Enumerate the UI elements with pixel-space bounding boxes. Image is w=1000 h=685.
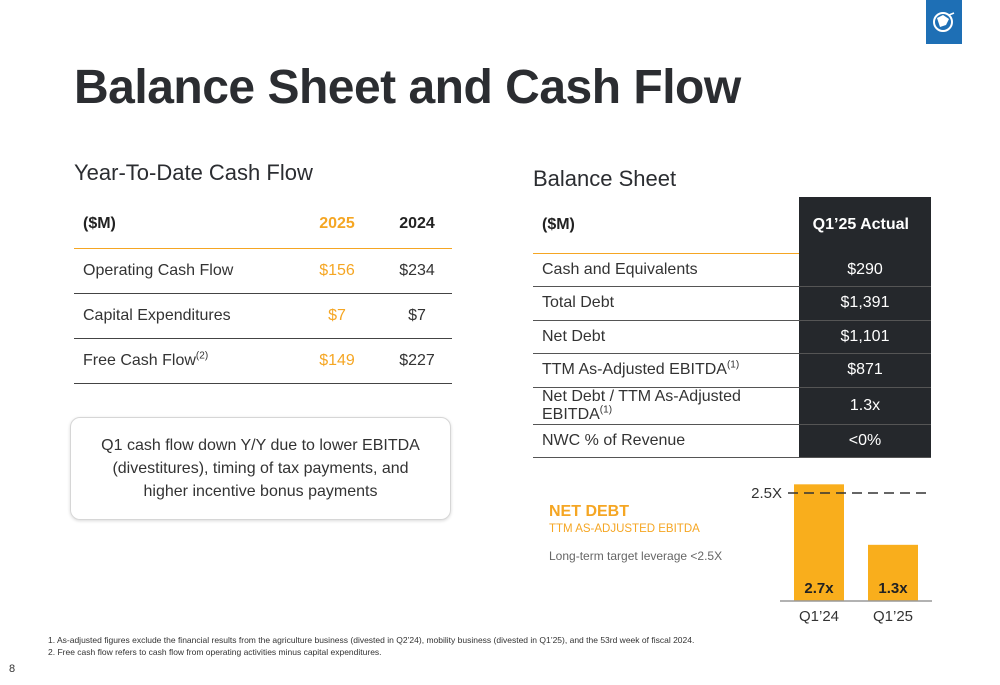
value-2025: $7 xyxy=(328,306,346,324)
row-label: Operating Cash Flow xyxy=(83,261,234,279)
balance-sheet-header-label: ($M) xyxy=(533,197,799,254)
row-value: $871 xyxy=(799,353,931,388)
value-2025: $156 xyxy=(319,261,355,279)
table-row: Net Debt / TTM As-Adjusted EBITDA(1) 1.3… xyxy=(533,387,931,425)
row-label: TTM As-Adjusted EBITDA(1) xyxy=(533,353,799,388)
page-title: Balance Sheet and Cash Flow xyxy=(74,61,741,114)
value-2025: $149 xyxy=(319,351,355,369)
balance-sheet-section-title: Balance Sheet xyxy=(533,166,677,191)
cash-flow-header-row: ($M) 2025 2024 xyxy=(74,200,452,248)
cash-flow-section-title: Year-To-Date Cash Flow xyxy=(74,160,313,185)
row-value: $1,101 xyxy=(799,320,931,354)
row-label: Free Cash Flow(2) xyxy=(83,350,209,369)
category-label: Q1’25 xyxy=(873,608,913,625)
company-logo xyxy=(926,0,962,44)
row-label: Total Debt xyxy=(533,286,799,321)
cash-flow-header-label: ($M) xyxy=(83,214,116,232)
balance-sheet-header-row: ($M) Q1’25 Actual xyxy=(533,197,931,254)
target-line-label: 2.5X xyxy=(751,485,782,502)
page-number: 8 xyxy=(9,663,16,675)
table-row: TTM As-Adjusted EBITDA(1) $871 xyxy=(533,353,931,388)
bar-value-label: 1.3x xyxy=(878,580,908,597)
globe-logo-icon xyxy=(933,12,955,32)
cash-flow-table: ($M) 2025 2024 Operating Cash Flow $156 … xyxy=(74,200,452,384)
footnote-ref: (1) xyxy=(726,359,740,371)
table-row: Free Cash Flow(2) $149 $227 xyxy=(74,338,452,383)
row-value: <0% xyxy=(799,424,931,458)
bar-value-label: 2.7x xyxy=(804,580,834,597)
row-label: NWC % of Revenue xyxy=(533,424,799,458)
row-label: Net Debt xyxy=(533,320,799,354)
value-2024: $227 xyxy=(399,351,435,369)
net-debt-subtitle: TTM AS-ADJUSTED EBITDA xyxy=(549,523,700,535)
cash-flow-header-2025: 2025 xyxy=(319,214,355,232)
balance-sheet-header-value: Q1’25 Actual xyxy=(799,197,931,253)
leverage-target-note: Long-term target leverage <2.5X xyxy=(549,549,723,563)
row-value: $290 xyxy=(799,253,931,287)
table-row: Total Debt $1,391 xyxy=(533,286,931,321)
bar-Q1’24 xyxy=(794,484,844,601)
value-2024: $7 xyxy=(408,306,426,324)
row-label: Capital Expenditures xyxy=(83,306,231,324)
table-row: Cash and Equivalents $290 xyxy=(533,253,931,287)
cash-flow-callout: Q1 cash flow down Y/Y due to lower EBITD… xyxy=(70,417,451,520)
net-debt-title: NET DEBT xyxy=(549,503,629,520)
row-value: $1,391 xyxy=(799,286,931,321)
footnote-2: 2. Free cash flow refers to cash flow fr… xyxy=(48,647,382,657)
balance-sheet-table: ($M) Q1’25 Actual Cash and Equivalents $… xyxy=(533,197,931,458)
footnote-ref: (1) xyxy=(599,404,613,416)
table-row: Net Debt $1,101 xyxy=(533,320,931,354)
row-value: 1.3x xyxy=(799,387,931,425)
footnote-ref: (2) xyxy=(195,350,209,362)
value-2024: $234 xyxy=(399,261,435,279)
row-label: Cash and Equivalents xyxy=(533,253,799,287)
category-label: Q1’24 xyxy=(799,608,839,625)
bar-Q1’25 xyxy=(868,544,918,601)
table-row: Operating Cash Flow $156 $234 xyxy=(74,248,452,293)
footnotes: 1. As-adjusted figures exclude the finan… xyxy=(48,634,694,658)
table-row: NWC % of Revenue <0% xyxy=(533,424,931,458)
callout-text: Q1 cash flow down Y/Y due to lower EBITD… xyxy=(101,437,420,500)
footnote-1: 1. As-adjusted figures exclude the finan… xyxy=(48,635,695,645)
row-label: Net Debt / TTM As-Adjusted EBITDA(1) xyxy=(533,387,799,425)
net-debt-leverage-chart: 2.7x Q1’24 1.3x Q1’25 2.5X xyxy=(751,484,932,625)
table-row: Capital Expenditures $7 $7 xyxy=(74,293,452,338)
cash-flow-header-2024: 2024 xyxy=(399,214,435,232)
